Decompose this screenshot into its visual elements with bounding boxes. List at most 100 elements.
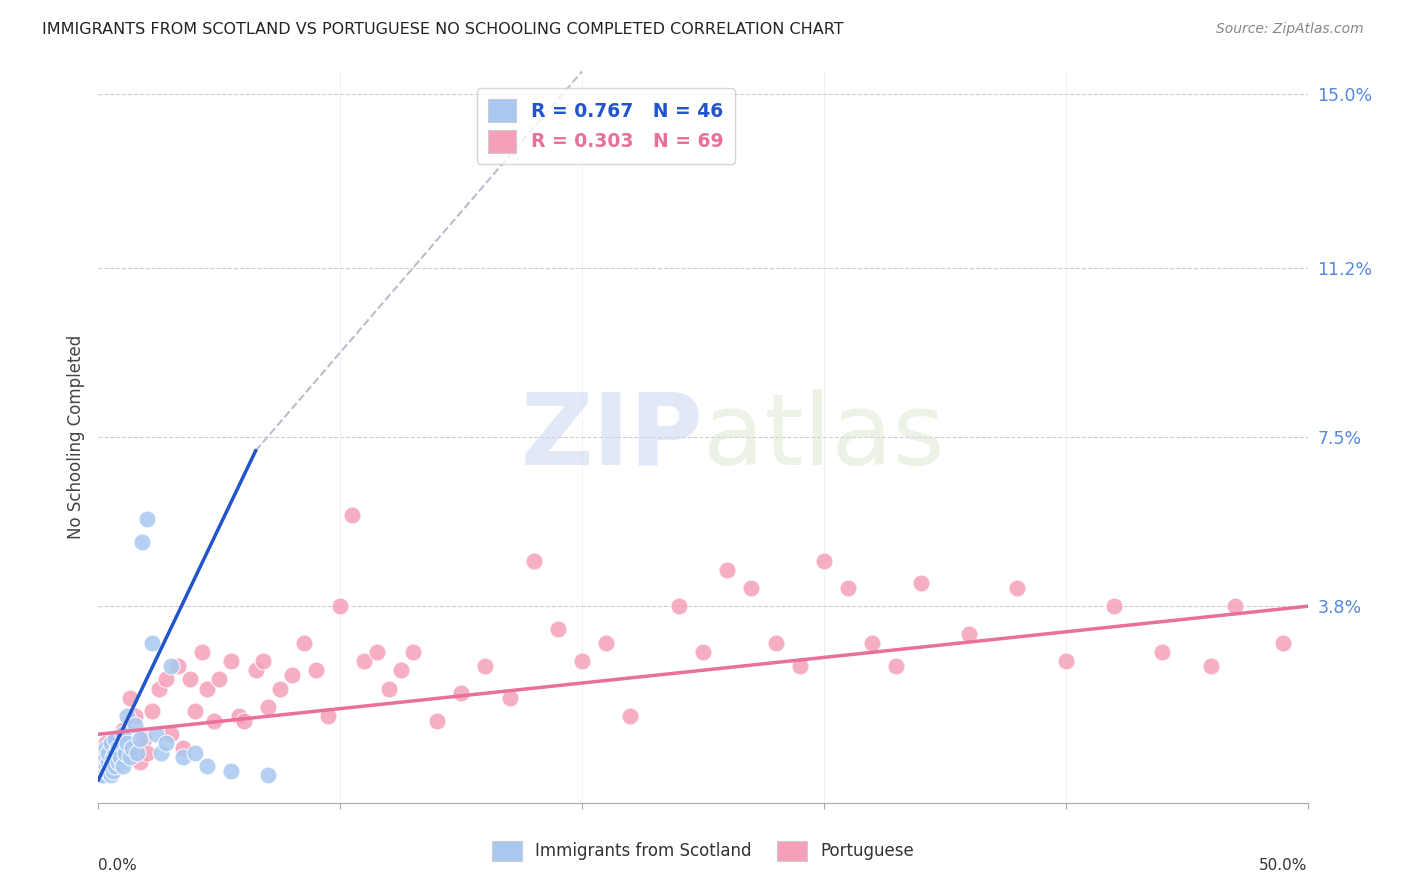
Point (342, 508, 364, 522)
Point (91, 768, 114, 782)
Point (1152, 645, 1174, 659)
Point (128, 731, 150, 746)
Point (97, 755, 120, 769)
Point (107, 740, 129, 755)
Point (281, 667, 304, 681)
Point (101, 764, 124, 778)
Point (184, 705, 207, 719)
Point (765, 636, 787, 650)
Text: 50.0%: 50.0% (1260, 858, 1308, 872)
Text: IMMIGRANTS FROM SCOTLAND VS PORTUGUESE NO SCHOOLING COMPLETED CORRELATION CHART: IMMIGRANTS FROM SCOTLAND VS PORTUGUESE N… (42, 22, 844, 37)
Text: 0.0%: 0.0% (98, 858, 138, 872)
Point (124, 709, 146, 723)
Point (135, 746, 157, 760)
Point (150, 746, 173, 760)
Point (450, 686, 472, 700)
Point (111, 727, 134, 741)
Point (204, 714, 226, 728)
Point (104, 731, 127, 746)
Point (1007, 581, 1029, 595)
Point (160, 658, 183, 673)
Point (1272, 636, 1295, 650)
Point (114, 746, 136, 760)
Point (366, 645, 388, 659)
Point (91, 755, 114, 769)
Point (155, 736, 177, 750)
Point (426, 714, 449, 728)
Point (256, 699, 278, 714)
Point (100, 736, 122, 750)
Point (107, 759, 129, 773)
Y-axis label: No Schooling Completed: No Schooling Completed (66, 335, 84, 539)
Point (195, 681, 218, 696)
Point (135, 512, 157, 526)
Point (104, 759, 127, 773)
Point (957, 626, 980, 640)
Point (232, 714, 254, 728)
Point (245, 663, 267, 677)
Point (316, 709, 339, 723)
Point (269, 681, 291, 696)
Point (90, 768, 112, 782)
Point (547, 622, 569, 636)
Point (134, 731, 156, 746)
Point (100, 750, 122, 764)
Point (256, 768, 278, 782)
Point (208, 673, 231, 687)
Point (131, 535, 153, 549)
Point (179, 673, 201, 687)
Point (1223, 599, 1246, 614)
Point (94, 759, 117, 773)
Point (571, 654, 593, 668)
Point (195, 759, 218, 773)
Point (619, 709, 641, 723)
Point (101, 750, 124, 764)
Point (118, 690, 141, 705)
Point (353, 654, 375, 668)
Point (104, 746, 127, 760)
Point (100, 759, 122, 773)
Point (155, 673, 177, 687)
Point (910, 576, 932, 591)
Point (740, 581, 762, 595)
Point (94, 740, 117, 755)
Point (94, 764, 117, 778)
Point (292, 636, 315, 650)
Point (91, 759, 114, 773)
Point (94, 750, 117, 764)
Point (813, 553, 835, 567)
Point (716, 563, 738, 577)
Point (124, 718, 146, 732)
Point (111, 723, 134, 737)
Point (160, 727, 183, 741)
Point (252, 654, 274, 668)
Point (860, 636, 883, 650)
Point (118, 750, 141, 764)
Point (117, 746, 139, 760)
Point (595, 636, 617, 650)
Point (668, 599, 690, 614)
Point (97, 746, 120, 760)
Point (789, 658, 811, 673)
Point (402, 645, 425, 659)
Point (886, 658, 908, 673)
Text: atlas: atlas (703, 389, 945, 485)
Point (127, 746, 149, 760)
Point (148, 681, 170, 696)
Point (90, 764, 112, 778)
Point (498, 690, 520, 705)
Point (329, 599, 352, 614)
Point (377, 681, 399, 696)
Point (191, 645, 214, 659)
Point (184, 746, 207, 760)
Point (141, 636, 163, 650)
Point (97, 764, 120, 778)
Point (1199, 658, 1222, 673)
Point (172, 740, 194, 755)
Point (1054, 654, 1077, 668)
Point (692, 645, 714, 659)
Point (167, 658, 190, 673)
Point (100, 768, 122, 782)
Point (221, 764, 243, 778)
Point (141, 705, 163, 719)
